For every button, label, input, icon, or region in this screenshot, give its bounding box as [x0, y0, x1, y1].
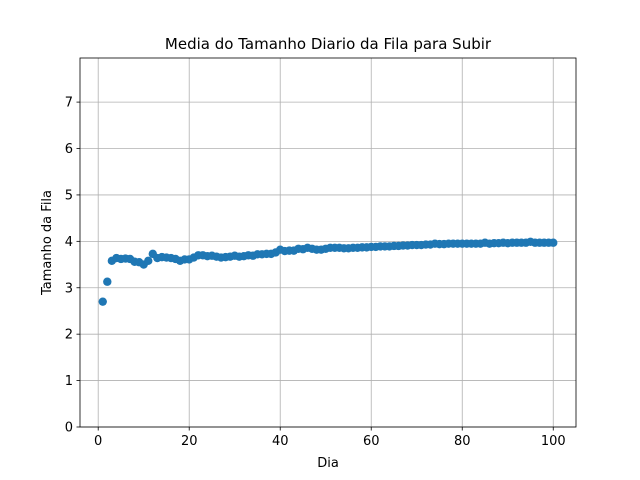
chart-title: Media do Tamanho Diario da Fila para Sub…	[165, 35, 492, 53]
x-tick-label: 100	[541, 434, 566, 449]
data-points	[98, 237, 558, 306]
data-point	[103, 277, 112, 286]
y-tick-label: 4	[65, 235, 73, 250]
y-axis-label: Tamanho da Fila	[40, 190, 55, 296]
y-tick-label: 1	[65, 374, 73, 389]
axis-ticks: 0 20 40 60 80 100 0 1 2 3 4 5 6 7	[65, 96, 566, 449]
data-point	[144, 256, 153, 266]
x-tick-label: 60	[363, 434, 380, 449]
y-tick-label: 6	[65, 142, 73, 157]
x-tick-label: 20	[181, 434, 198, 449]
x-tick-label: 0	[94, 434, 102, 449]
x-tick-label: 40	[272, 434, 289, 449]
plot-frame	[79, 57, 577, 428]
y-tick-label: 2	[65, 328, 73, 343]
y-tick-label: 7	[65, 96, 73, 111]
x-axis-label: Dia	[317, 456, 339, 471]
data-point	[549, 238, 558, 247]
data-point	[98, 297, 107, 306]
y-tick-label: 0	[65, 421, 73, 436]
y-tick-label: 5	[65, 188, 73, 203]
y-tick-label: 3	[65, 281, 73, 296]
x-tick-label: 80	[454, 434, 471, 449]
